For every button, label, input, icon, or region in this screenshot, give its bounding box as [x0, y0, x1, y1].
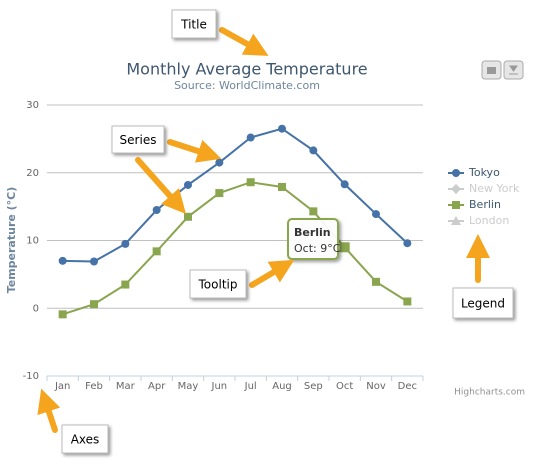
tooltip-box: [287, 218, 339, 260]
data-point: [215, 189, 224, 198]
callout-label: Legend: [461, 297, 505, 311]
data-point: [340, 180, 349, 189]
data-point: [58, 310, 67, 319]
arrow: [167, 139, 222, 163]
data-point: [278, 124, 286, 133]
x-tick-label: Apr: [148, 381, 166, 392]
callout-box: [61, 424, 109, 454]
y-axis-label: Temperature (°C): [5, 187, 18, 294]
arrow: [135, 157, 186, 214]
legend-symbol: [452, 201, 460, 209]
export-buttons[interactable]: [481, 60, 524, 80]
series-line: [62, 181, 408, 316]
data-point: [372, 277, 380, 286]
data-point: [403, 239, 412, 248]
x-tick-label: Oct: [336, 381, 353, 392]
callout-label: Title: [180, 18, 207, 32]
annotation-arrows: [37, 27, 490, 433]
y-tick-label: 20: [26, 168, 39, 179]
callout-box: [111, 125, 165, 154]
data-point: [246, 133, 255, 142]
callout-label: Axes: [71, 433, 100, 447]
legend: Tokyo New York Berlin London: [448, 166, 520, 227]
callout-box: [189, 269, 247, 299]
callout-box: [171, 9, 217, 39]
credits: Highcharts.com: [454, 388, 525, 398]
data-point: [372, 210, 380, 219]
data-point: [58, 256, 67, 265]
x-tick-label: Sep: [304, 381, 323, 392]
legend-item[interactable]: New York: [469, 182, 520, 195]
y-tick-label: 10: [26, 236, 39, 247]
y-tick-label: 0: [33, 303, 39, 314]
callout-label: Series: [120, 133, 157, 147]
arrow: [219, 27, 269, 56]
data-point: [339, 242, 350, 253]
data-point: [309, 207, 318, 216]
print-icon: [487, 67, 496, 74]
data-point: [121, 239, 130, 248]
x-tick-label: Nov: [366, 381, 386, 392]
x-tick-label: Jun: [211, 381, 228, 392]
data-point: [278, 182, 286, 191]
legend-symbol: [451, 184, 461, 194]
x-tick-label: Jan: [54, 381, 70, 392]
data-point: [90, 257, 98, 266]
x-tick-label: May: [178, 381, 199, 392]
x-tick-label: Mar: [116, 381, 136, 392]
data-point: [215, 158, 224, 167]
data-point: [121, 280, 130, 289]
tooltip-title: Berlin: [294, 226, 331, 239]
export-icon: [509, 65, 518, 75]
data-point: [152, 206, 161, 215]
chart-title: Monthly Average Temperature: [126, 60, 367, 79]
legend-symbol: [451, 216, 461, 225]
data-point: [184, 212, 192, 221]
series-line: [62, 127, 409, 263]
legend-symbol: [452, 169, 460, 177]
data-point: [309, 146, 318, 155]
arrow: [249, 259, 295, 288]
callout-box: [452, 287, 514, 319]
data-point: [152, 247, 161, 256]
data-point: [403, 297, 412, 306]
y-tick-label: 30: [26, 100, 39, 111]
tooltip-text: Oct: 9°C: [294, 242, 341, 255]
chart-subtitle: Source: WorldClimate.com: [174, 79, 320, 92]
data-point: [90, 300, 98, 309]
x-tick-label: Aug: [272, 381, 292, 392]
legend-item[interactable]: London: [469, 214, 509, 227]
legend-item[interactable]: Berlin: [469, 198, 501, 211]
y-tick-label: -10: [23, 371, 39, 382]
data-point: [246, 178, 255, 187]
callout-label: Tooltip: [198, 278, 238, 292]
arrow: [37, 388, 61, 433]
x-tick-label: Jul: [244, 381, 257, 392]
x-tick-label: Dec: [398, 381, 417, 392]
data-point: [184, 180, 192, 189]
x-tick-label: Feb: [85, 381, 103, 392]
legend-item[interactable]: Tokyo: [468, 166, 500, 179]
